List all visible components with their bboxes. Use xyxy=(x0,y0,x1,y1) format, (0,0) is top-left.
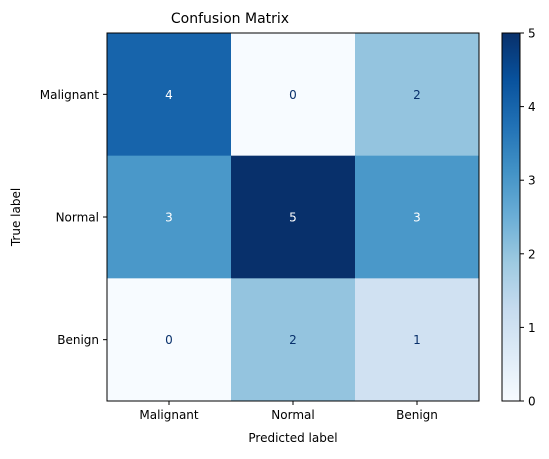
colorbar-tick-label: 4 xyxy=(528,100,536,114)
cell-value-label: 1 xyxy=(413,333,421,347)
cell-value-label: 3 xyxy=(165,211,173,225)
x-tick-label: Benign xyxy=(396,408,438,422)
axes: Malignant Normal Benign Malignant Normal Beni… xyxy=(40,88,438,422)
heatmap-cell xyxy=(231,33,356,157)
colorbar-tick-label: 5 xyxy=(528,27,536,41)
heatmap-cell xyxy=(107,278,232,402)
colorbar-tick-label: 2 xyxy=(528,247,536,261)
heatmap-cell xyxy=(231,278,356,402)
heatmap-cell xyxy=(355,33,480,157)
y-axis-label: True label xyxy=(9,188,23,247)
cell-value-label: 2 xyxy=(413,88,421,102)
cell-value-label: 3 xyxy=(413,211,421,225)
heatmap-cells: 4 0 2 3 5 3 0 2 1 xyxy=(107,33,480,402)
heatmap-cell xyxy=(107,155,232,279)
heatmap-cell xyxy=(355,155,480,279)
chart-title: Confusion Matrix xyxy=(171,11,289,27)
y-tick-label: Malignant xyxy=(40,88,100,102)
x-tick-label: Malignant xyxy=(139,408,199,422)
cell-value-label: 4 xyxy=(165,88,173,102)
colorbar-ticks: 0 1 2 3 4 5 xyxy=(520,27,536,409)
colorbar-tick-label: 0 xyxy=(528,395,536,409)
cell-value-label: 5 xyxy=(289,211,297,225)
cell-value-label: 0 xyxy=(165,333,173,347)
cell-value-label: 0 xyxy=(289,88,297,102)
y-tick-label: Benign xyxy=(57,333,99,347)
heatmap-cell xyxy=(355,278,480,402)
y-tick-label: Normal xyxy=(56,211,99,225)
colorbar-tick-label: 1 xyxy=(528,321,536,335)
heatmap-cell xyxy=(231,155,356,279)
colorbar xyxy=(501,32,521,402)
x-tick-label: Normal xyxy=(271,408,314,422)
heatmap-cell xyxy=(107,33,232,157)
cell-value-label: 2 xyxy=(289,333,297,347)
colorbar-tick-label: 3 xyxy=(528,174,536,188)
x-axis-label: Predicted label xyxy=(248,431,337,445)
